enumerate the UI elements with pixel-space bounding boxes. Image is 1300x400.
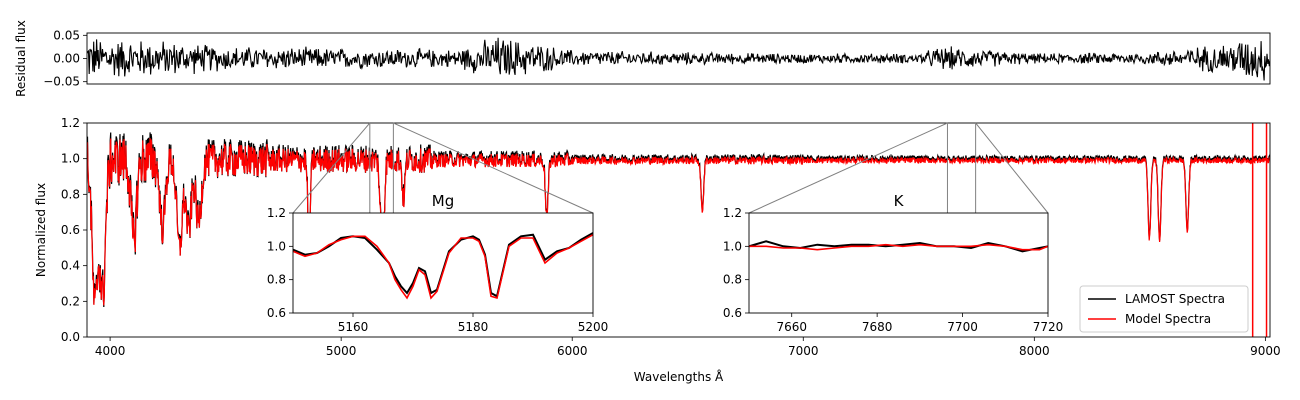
inset-k-connector-right xyxy=(975,122,1049,214)
inset-k-ytick-label: 1.0 xyxy=(723,239,742,253)
main-ytick-label: 0.6 xyxy=(61,223,80,237)
inset-mg-ytick-label: 1.0 xyxy=(267,239,286,253)
main-ytick-label: 1.0 xyxy=(61,152,80,166)
main-ytick-label: 0.0 xyxy=(61,330,80,344)
inset-mg-model-line xyxy=(293,233,593,300)
residual-ylabel: Residual flux xyxy=(14,20,28,97)
inset-k-ytick-label: 0.8 xyxy=(723,273,742,287)
main-ytick-label: 1.2 xyxy=(61,116,80,130)
inset-k-axes-frame xyxy=(748,212,1049,314)
main-xtick-label: 5000 xyxy=(326,344,357,358)
inset-mg-title: Mg xyxy=(432,192,454,210)
inset-mg-connector-right xyxy=(393,122,594,214)
inset-k-ytick-label: 1.2 xyxy=(723,206,742,220)
main-xtick-label: 7000 xyxy=(788,344,819,358)
inset-mg-xtick-label: 5200 xyxy=(578,320,609,334)
legend-box xyxy=(1079,285,1249,333)
inset-k-xtick-label: 7680 xyxy=(862,320,893,334)
main-xtick-label: 8000 xyxy=(1019,344,1050,358)
residual-ytick-label: −0.05 xyxy=(43,75,80,89)
inset-mg-ytick-label: 0.8 xyxy=(267,273,286,287)
residual-ytick-label: 0.00 xyxy=(53,52,80,66)
inset-k-model-line xyxy=(749,243,1048,251)
inset-k-ytick-label: 0.6 xyxy=(723,306,742,320)
legend-label-0: LAMOST Spectra xyxy=(1125,292,1225,306)
inset-mg-ytick-label: 1.2 xyxy=(267,206,286,220)
inset-mg-xtick-label: 5180 xyxy=(458,320,489,334)
inset-k-xtick-label: 7720 xyxy=(1033,320,1064,334)
inset-mg-ytick-label: 0.6 xyxy=(267,306,286,320)
inset-mg-background xyxy=(293,213,593,313)
main-xtick-label: 6000 xyxy=(557,344,588,358)
residual-ytick-label: 0.05 xyxy=(53,28,80,42)
main-ytick-label: 0.2 xyxy=(61,294,80,308)
model-spectra-line xyxy=(87,138,1270,306)
main-ylabel: Normalized flux xyxy=(34,183,48,277)
main-ytick-label: 0.8 xyxy=(61,187,80,201)
inset-k-title: K xyxy=(894,192,905,210)
inset-k-xtick-label: 7660 xyxy=(776,320,807,334)
inset-k-xtick-label: 7700 xyxy=(947,320,978,334)
main-xlabel: Wavelengths Å xyxy=(634,369,724,384)
inset-mg-axes-frame xyxy=(292,212,594,314)
legend-label-1: Model Spectra xyxy=(1125,312,1211,326)
inset-k-connector-left xyxy=(748,122,948,214)
main-ytick-label: 0.4 xyxy=(61,259,80,273)
inset-k-background xyxy=(749,213,1048,313)
main-xtick-label: 4000 xyxy=(95,344,126,358)
residual-series-line xyxy=(87,37,1270,81)
inset-mg-xtick-label: 5160 xyxy=(338,320,369,334)
inset-mg-connector-left xyxy=(292,122,371,214)
main-xtick-label: 9000 xyxy=(1250,344,1281,358)
